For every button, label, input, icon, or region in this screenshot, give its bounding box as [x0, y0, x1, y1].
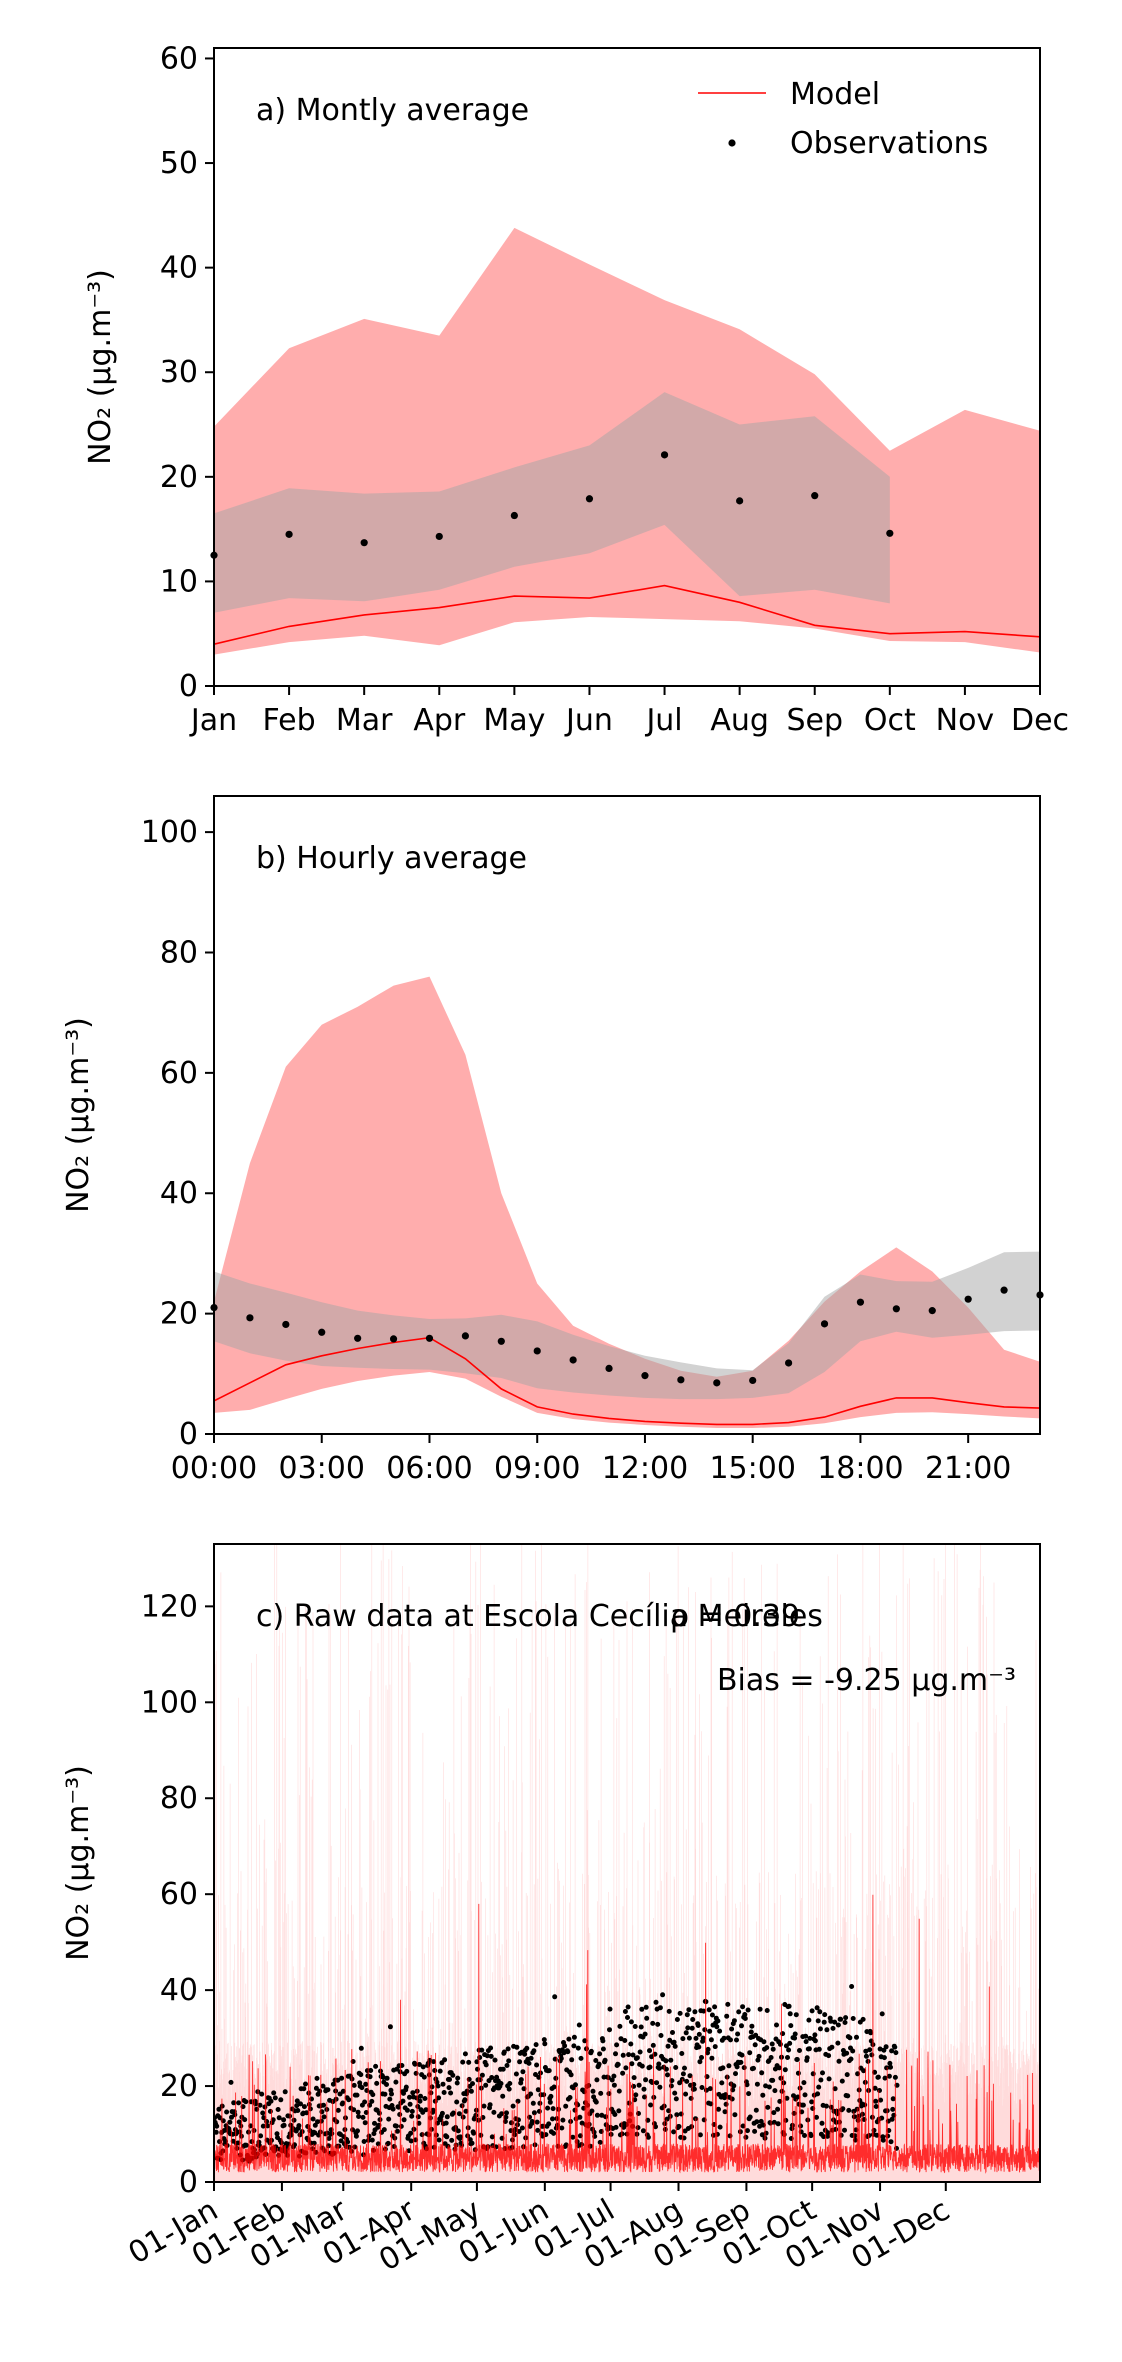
y-tick-label: 40: [160, 251, 198, 286]
x-tick-label: Dec: [1011, 703, 1069, 738]
panel-title: b) Hourly average: [256, 841, 527, 876]
observation-point: [1000, 1286, 1008, 1294]
y-axis-label: NO₂ (μg.m⁻³): [61, 1017, 96, 1213]
observation-point: [585, 495, 594, 503]
x-tick-label: Oct: [864, 703, 916, 738]
bias-annotation: Bias = -9.25 μg.m⁻³: [717, 1663, 1016, 1698]
y-tick-label: 0: [179, 2165, 198, 2200]
observation-point: [354, 1334, 362, 1342]
observation-point: [425, 1334, 434, 1342]
panel-title: a) Montly average: [256, 93, 529, 128]
legend-model-label: Model: [790, 77, 880, 112]
observation-point: [533, 1347, 541, 1355]
y-tick-label: 80: [160, 935, 198, 970]
correlation-annotation: ρ = 0.39: [670, 1599, 800, 1634]
y-tick-label: 100: [141, 1685, 198, 1720]
observation-point: [713, 1379, 721, 1387]
observation-point: [497, 1337, 505, 1345]
y-tick-label: 60: [160, 1056, 198, 1091]
observation-point: [569, 1356, 577, 1364]
y-tick-label: 30: [160, 355, 198, 390]
y-tick-label: 40: [160, 1176, 198, 1211]
x-tick-label: Feb: [263, 703, 316, 738]
x-tick-label: May: [483, 703, 545, 738]
observation-point: [928, 1307, 936, 1315]
y-tick-label: 60: [160, 41, 198, 76]
x-tick-label: 03:00: [279, 1451, 365, 1486]
plot-area: [214, 1544, 1040, 2182]
observation-point: [605, 1364, 613, 1372]
x-tick-label: Jul: [644, 703, 682, 738]
y-tick-label: 20: [160, 2069, 198, 2104]
x-tick-label: 06:00: [386, 1451, 472, 1486]
observation-point: [246, 1314, 254, 1322]
y-tick-label: 100: [141, 815, 198, 850]
observation-point: [886, 529, 894, 537]
observation-point: [660, 451, 669, 459]
x-tick-label: Nov: [936, 703, 995, 738]
observation-range-band: [214, 392, 890, 613]
x-tick-label: 18:00: [817, 1451, 903, 1486]
observation-point: [811, 492, 819, 500]
panel-raw: 02040608010012001-Jan01-Feb01-Mar01-Apr0…: [61, 1543, 1041, 2278]
model-line: [213, 1336, 1041, 1426]
observation-point: [736, 497, 744, 505]
x-tick-label: 15:00: [709, 1451, 795, 1486]
y-tick-label: 0: [179, 669, 198, 704]
observation-point: [749, 1376, 757, 1385]
panel-title: c) Raw data at Escola Cecília Meireles: [256, 1599, 823, 1634]
x-tick-label: 00:00: [171, 1451, 257, 1486]
observation-point: [318, 1328, 326, 1336]
panel-monthly: 0 10 20 30 40 50 60 Jan Feb Mar Apr May Jun Jul Aug Sep…: [83, 41, 1069, 738]
y-tick-label: 50: [160, 146, 198, 181]
x-tick-label: Aug: [710, 703, 769, 738]
x-tick-label: Sep: [786, 703, 843, 738]
observation-point: [510, 511, 518, 520]
x-tick-label: 09:00: [494, 1451, 580, 1486]
observation-point: [820, 1320, 829, 1328]
observation-point: [461, 1332, 469, 1340]
x-tick-label: Jan: [189, 703, 237, 738]
observation-point: [677, 1376, 685, 1384]
x-tick-label: 21:00: [925, 1451, 1011, 1486]
observation-point: [641, 1372, 649, 1380]
panel-hourly: 0 20 40 60 80 100 00:00 03:00 06:00 09:00 12:00 15:…: [61, 795, 1044, 1486]
y-tick-label: 40: [160, 1973, 198, 2008]
observation-range-band: [214, 1251, 1040, 1400]
observation-point: [964, 1295, 972, 1303]
observation-point: [785, 1359, 793, 1367]
y-axis-label: NO₂ (μg.m⁻³): [61, 1765, 96, 1961]
x-tick-label: 12:00: [602, 1451, 688, 1486]
legend-observation-swatch: [728, 139, 736, 147]
axes-frame: [213, 795, 1041, 1435]
axes-frame: [213, 1543, 1041, 2183]
y-tick-label: 20: [160, 1297, 198, 1332]
observation-point: [282, 1320, 290, 1329]
y-tick-label: 80: [160, 1781, 198, 1816]
model-line: [214, 1894, 1040, 2174]
x-tick-label: Jun: [564, 703, 613, 738]
model-line: [213, 584, 1041, 645]
legend-observation-label: Observations: [790, 126, 988, 161]
x-tick-label: Apr: [413, 703, 466, 738]
y-tick-label: 20: [160, 460, 198, 495]
observation-point: [360, 539, 368, 547]
y-tick-label: 0: [179, 1417, 198, 1452]
observation-point: [856, 1298, 865, 1306]
x-tick-label: Mar: [336, 703, 393, 738]
y-tick-label: 60: [160, 1877, 198, 1912]
observation-point: [892, 1305, 900, 1313]
y-tick-label: 10: [160, 564, 198, 599]
axes-frame: [213, 47, 1041, 687]
observation-point: [285, 530, 293, 538]
y-tick-label: 120: [141, 1589, 198, 1624]
observation-point: [389, 1335, 398, 1343]
observation-point: [435, 532, 443, 541]
y-axis-label: NO₂ (μg.m⁻³): [83, 269, 118, 465]
